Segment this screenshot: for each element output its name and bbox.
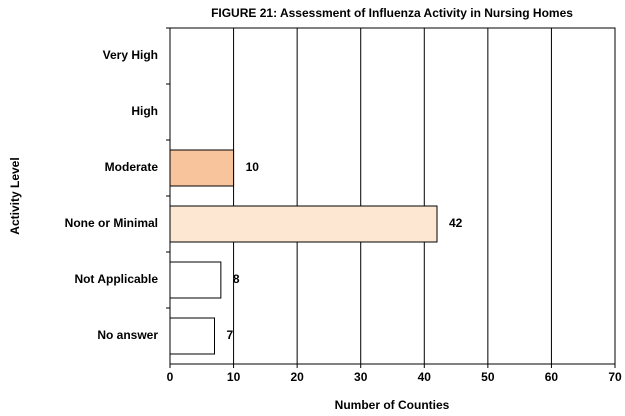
x-tick-label: 20 — [290, 370, 304, 384]
y-tick-label: No answer — [97, 328, 158, 342]
bar — [169, 205, 438, 243]
x-tick-label: 60 — [545, 370, 559, 384]
x-tick-label: 70 — [608, 370, 622, 384]
y-tick-label: Very High — [103, 48, 158, 62]
y-tick-label: Not Applicable — [74, 272, 158, 286]
x-tick-label: 0 — [167, 370, 174, 384]
x-tick-label: 40 — [418, 370, 432, 384]
y-tick-label: None or Minimal — [65, 216, 158, 230]
x-tick-label: 30 — [354, 370, 368, 384]
x-tick-label: 10 — [227, 370, 241, 384]
x-axis-title: Number of Counties — [335, 398, 450, 412]
x-tick-label: 50 — [481, 370, 495, 384]
chart-title: FIGURE 21: Assessment of Influenza Activ… — [211, 6, 573, 20]
plot-border — [169, 27, 616, 365]
value-label: 10 — [246, 160, 260, 174]
value-label: 42 — [449, 216, 463, 230]
bar — [169, 317, 215, 355]
value-label: 8 — [233, 272, 240, 286]
bar — [169, 261, 222, 299]
y-tick-label: Moderate — [105, 160, 159, 174]
bar — [169, 149, 235, 187]
value-label: 7 — [227, 328, 234, 342]
y-axis-title: Activity Level — [8, 157, 22, 234]
y-tick-label: High — [131, 104, 158, 118]
